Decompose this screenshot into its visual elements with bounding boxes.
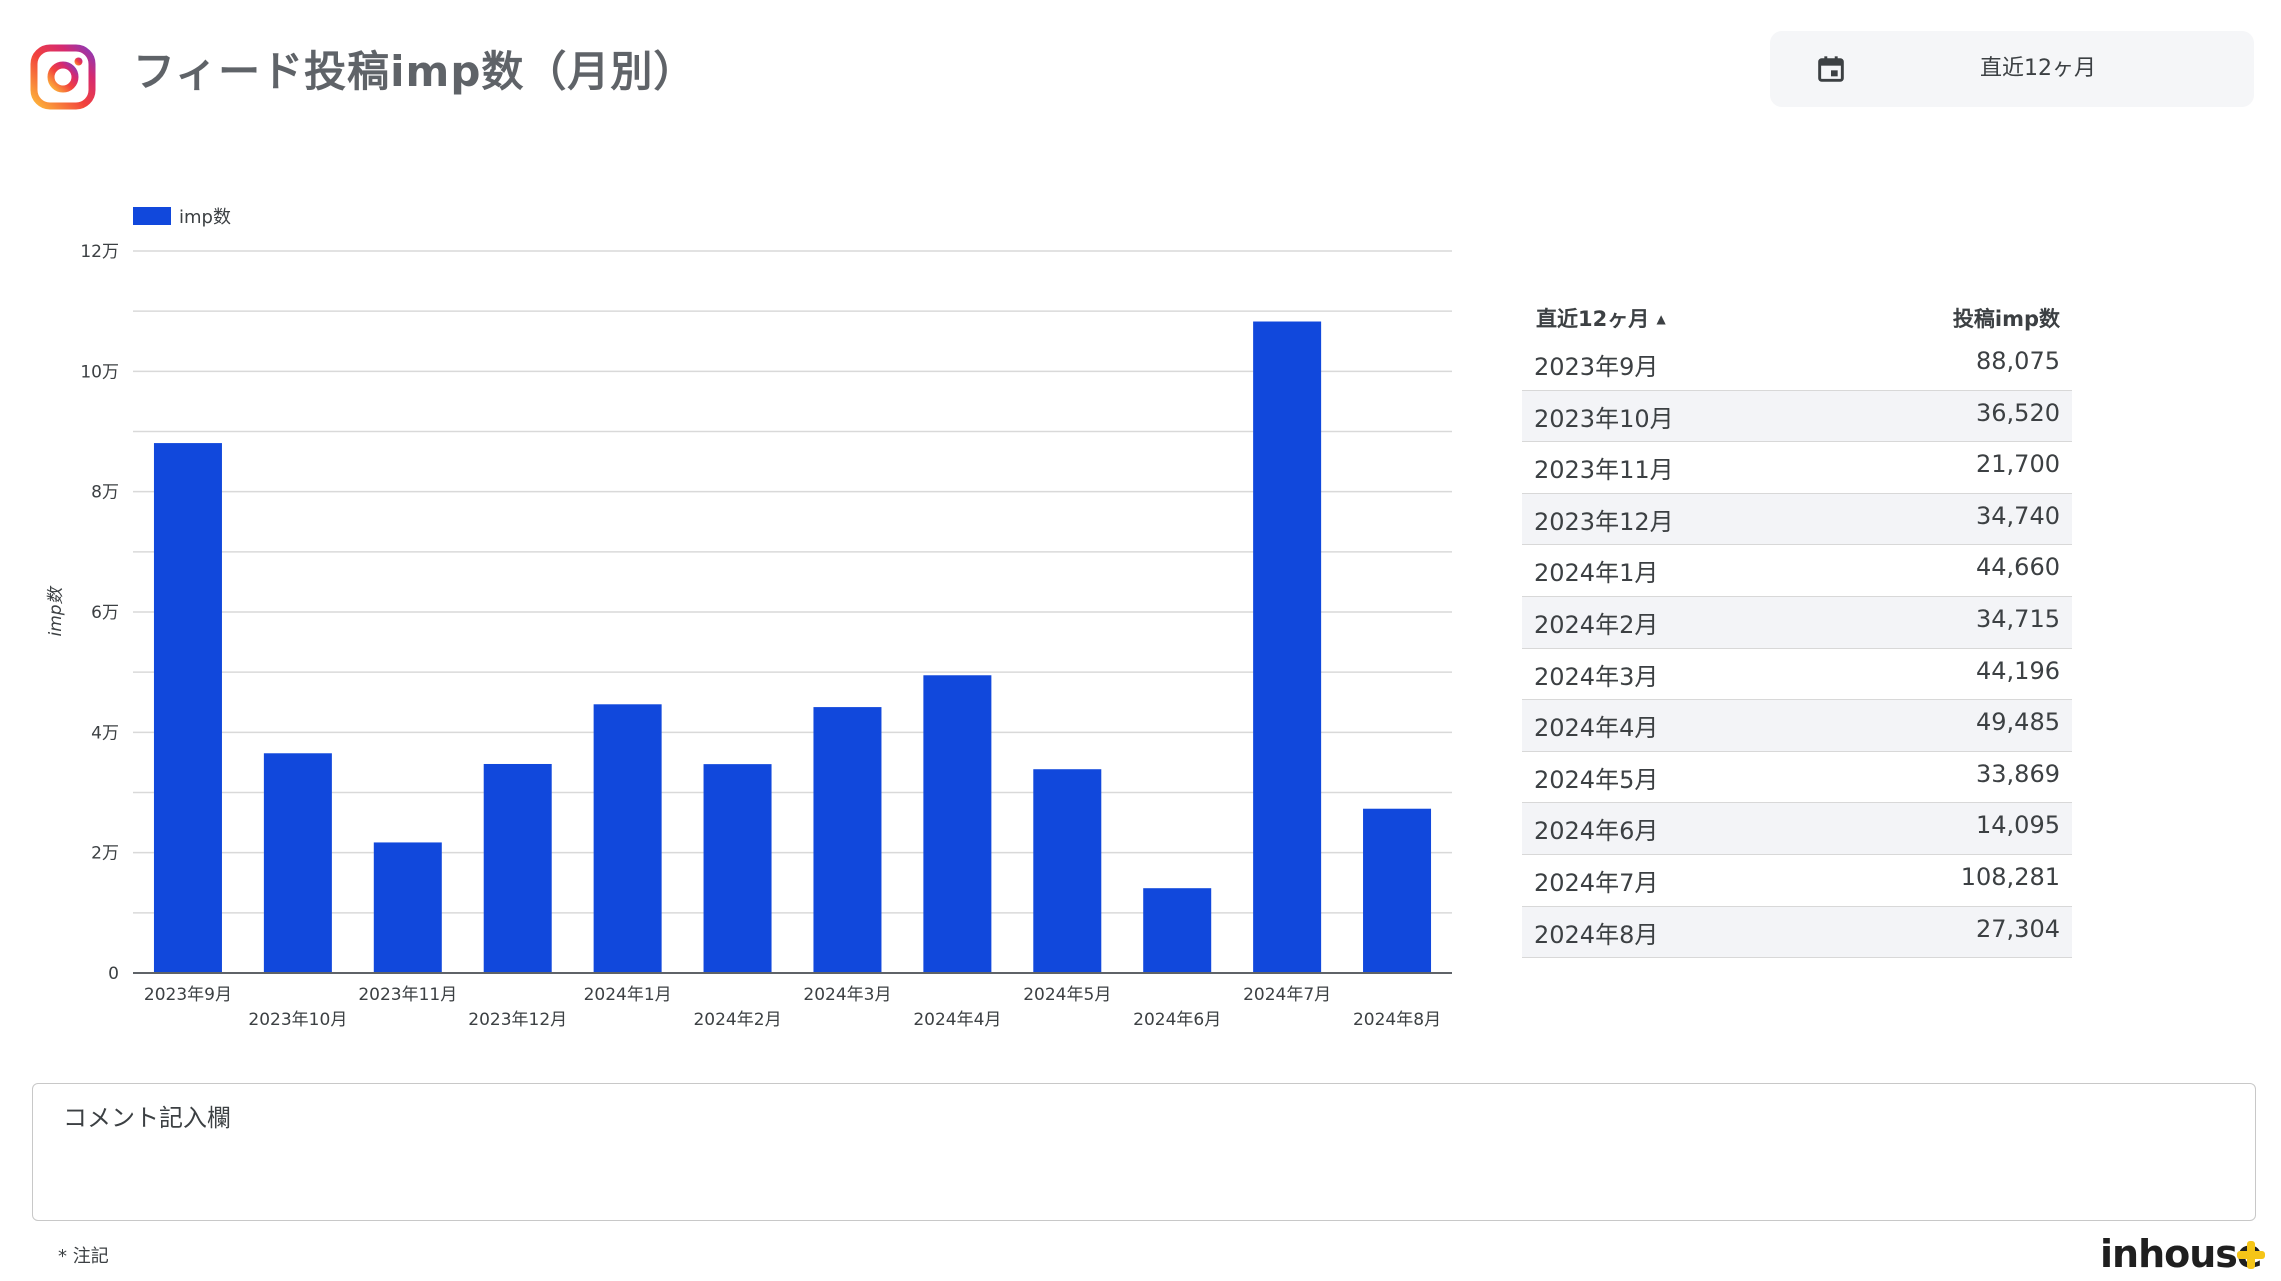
x-tick-label: 2024年7月 bbox=[1243, 985, 1331, 1005]
cell-month: 2024年5月 bbox=[1534, 765, 1659, 794]
cell-month: 2023年10月 bbox=[1534, 404, 1674, 433]
cell-imp: 14,095 bbox=[1976, 811, 2060, 840]
y-axis-title: imp数 bbox=[46, 585, 66, 636]
cell-imp: 34,740 bbox=[1976, 501, 2060, 530]
comment-box[interactable]: コメント記入欄 bbox=[32, 1083, 2256, 1221]
cell-month: 2024年8月 bbox=[1534, 920, 1659, 949]
calendar-icon bbox=[1818, 56, 1844, 82]
bar bbox=[263, 753, 332, 973]
cell-month: 2023年12月 bbox=[1534, 507, 1674, 536]
y-tick-label: 8万 bbox=[91, 483, 119, 503]
cell-imp: 88,075 bbox=[1976, 347, 2060, 375]
table-row: 2024年2月 34,715 bbox=[1522, 596, 2072, 649]
cell-month: 2024年6月 bbox=[1534, 817, 1659, 846]
cell-month: 2023年9月 bbox=[1534, 353, 1659, 381]
date-range-label: 直近12ヶ月 bbox=[1980, 56, 2096, 81]
y-tick-label: 12万 bbox=[80, 242, 119, 262]
date-range-control[interactable]: 直近12ヶ月 bbox=[1770, 31, 2254, 107]
cell-month: 2023年11月 bbox=[1534, 456, 1674, 485]
bar bbox=[1253, 321, 1322, 974]
x-tick-label: 2023年11月 bbox=[358, 985, 457, 1005]
x-tick-label: 2023年9月 bbox=[144, 985, 232, 1005]
bar bbox=[813, 707, 882, 973]
y-tick-label: 6万 bbox=[91, 603, 119, 623]
cell-imp: 27,304 bbox=[1976, 914, 2060, 943]
cell-imp: 49,485 bbox=[1976, 708, 2060, 737]
y-tick-label: 2万 bbox=[91, 844, 119, 864]
x-tick-label: 2024年1月 bbox=[584, 985, 672, 1005]
cell-imp: 108,281 bbox=[1960, 862, 2060, 891]
bar bbox=[593, 704, 662, 973]
cell-month: 2024年1月 bbox=[1534, 559, 1659, 588]
bar bbox=[923, 675, 992, 973]
legend-swatch bbox=[133, 207, 171, 225]
cell-imp: 21,700 bbox=[1976, 450, 2060, 479]
table-row: 2023年9月 88,075 bbox=[1522, 339, 2072, 391]
cell-imp: 44,660 bbox=[1976, 553, 2060, 582]
table-row: 2024年3月 44,196 bbox=[1522, 649, 2072, 701]
cell-imp: 34,715 bbox=[1976, 604, 2060, 633]
comment-title: コメント記入欄 bbox=[63, 1104, 231, 1132]
bar-chart: 0 2万 4万 6万 8万 10万 12万 imp数 2023年9月 2023年10月 2023年1… bbox=[46, 207, 1452, 1030]
x-tick-label: 2023年12月 bbox=[468, 1010, 567, 1030]
bar bbox=[1143, 888, 1212, 973]
x-tick-label: 2023年10月 bbox=[248, 1010, 347, 1030]
table-row: 2024年5月 33,869 bbox=[1522, 752, 2072, 804]
x-tick-label: 2024年8月 bbox=[1353, 1010, 1441, 1030]
table-row: 2024年4月 49,485 bbox=[1522, 700, 2072, 752]
cell-imp: 44,196 bbox=[1976, 656, 2060, 685]
instagram-logo-icon bbox=[30, 44, 96, 110]
brand-logo: inhouse bbox=[2100, 1232, 2263, 1276]
table-row: 2024年7月 108,281 bbox=[1522, 855, 2072, 907]
bar bbox=[1033, 769, 1102, 973]
footnote: * 注記 bbox=[58, 1246, 109, 1267]
table-body: 2023年9月 88,075 2023年10月 36,520 2023年11月 21,70… bbox=[1522, 339, 2072, 959]
column-header-month[interactable]: 直近12ヶ月 ▲ bbox=[1536, 307, 1666, 331]
x-tick-label: 2024年2月 bbox=[693, 1010, 781, 1030]
sort-ascending-icon: ▲ bbox=[1656, 312, 1666, 326]
column-header-imp[interactable]: 投稿imp数 bbox=[1952, 307, 2060, 331]
page-title: フィード投稿imp数（月別） bbox=[133, 47, 697, 96]
legend-label: imp数 bbox=[179, 207, 231, 228]
table-row: 2024年1月 44,660 bbox=[1522, 545, 2072, 597]
x-tick-label: 2024年4月 bbox=[913, 1010, 1001, 1030]
bar bbox=[373, 842, 442, 973]
x-tick-label: 2024年3月 bbox=[803, 985, 891, 1005]
bar bbox=[483, 763, 552, 973]
bar bbox=[153, 443, 222, 973]
cell-month: 2024年7月 bbox=[1534, 868, 1659, 897]
table-row: 2023年11月 21,700 bbox=[1522, 442, 2072, 494]
table-row: 2024年6月 14,095 bbox=[1522, 803, 2072, 855]
cell-month: 2024年3月 bbox=[1534, 662, 1659, 691]
cell-month: 2024年2月 bbox=[1534, 610, 1659, 639]
table-row: 2023年10月 36,520 bbox=[1522, 390, 2072, 443]
cell-imp: 33,869 bbox=[1976, 759, 2060, 788]
bar bbox=[703, 764, 772, 973]
y-tick-label: 4万 bbox=[91, 723, 119, 743]
y-tick-label: 10万 bbox=[80, 362, 119, 382]
plus-icon bbox=[2237, 1241, 2265, 1269]
table-row: 2023年12月 34,740 bbox=[1522, 493, 2072, 546]
y-tick-label: 0 bbox=[108, 964, 119, 984]
cell-imp: 36,520 bbox=[1976, 398, 2060, 427]
cell-month: 2024年4月 bbox=[1534, 714, 1659, 743]
bar bbox=[1363, 808, 1432, 973]
data-table: 直近12ヶ月 ▲ 投稿imp数 2023年9月 88,075 2023年10月 36,… bbox=[1522, 295, 2072, 959]
x-tick-label: 2024年6月 bbox=[1133, 1010, 1221, 1030]
x-tick-label: 2024年5月 bbox=[1023, 985, 1111, 1005]
table-row: 2024年8月 27,304 bbox=[1522, 906, 2072, 959]
table-header: 直近12ヶ月 ▲ 投稿imp数 bbox=[1522, 295, 2072, 339]
